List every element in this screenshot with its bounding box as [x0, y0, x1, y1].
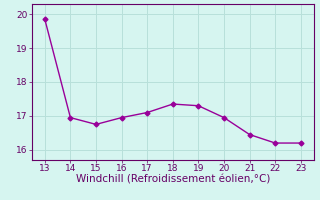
- X-axis label: Windchill (Refroidissement éolien,°C): Windchill (Refroidissement éolien,°C): [76, 175, 270, 185]
